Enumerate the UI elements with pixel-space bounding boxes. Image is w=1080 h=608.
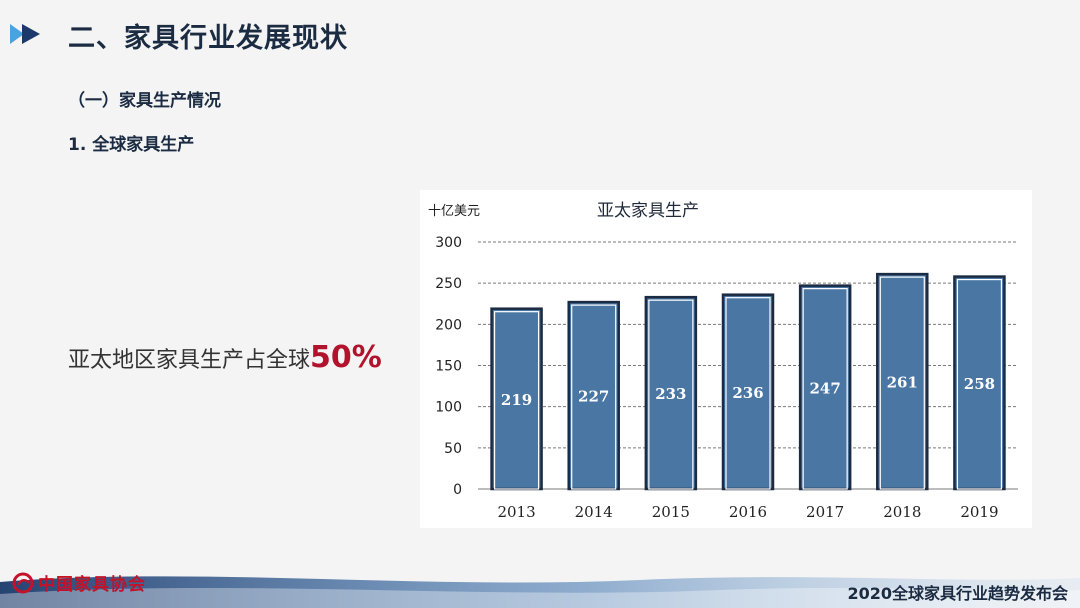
bar-inner-outline: [956, 278, 1003, 490]
x-tick-label: 2019: [960, 503, 998, 521]
page-title: 二、家具行业发展现状: [68, 23, 348, 54]
bar: [567, 300, 620, 491]
y-tick-label: 100: [435, 400, 462, 416]
bar-value-label: 261: [887, 374, 918, 392]
bar: [721, 293, 775, 491]
y-tick-label: 0: [453, 482, 462, 498]
x-tick-label: 2015: [652, 503, 690, 521]
bar-inner-outline: [725, 297, 771, 490]
x-tick-label: 2016: [729, 503, 767, 521]
bar-chart: 十亿美元 亚太家具生产 219 227 233 236 247 261 258 0 50 100…: [428, 201, 1018, 521]
association-logo-icon: [12, 572, 34, 593]
y-tick-label: 300: [435, 235, 462, 251]
statement-highlight: 50%: [310, 340, 382, 375]
section-heading: （一）家具生产情况: [68, 91, 221, 111]
x-tick-label: 2013: [497, 503, 535, 521]
bar: [798, 284, 852, 491]
bar: [644, 295, 698, 491]
y-tick-label: 150: [435, 359, 462, 375]
bar-value-label: 236: [732, 384, 763, 402]
bar-value-label: 233: [655, 385, 686, 403]
subsection-heading: 1. 全球家具生产: [68, 135, 195, 155]
title-arrow-icon: [10, 24, 40, 44]
bar-chart-panel: 十亿美元 亚太家具生产 219 227 233 236 247 261 258 0 50 100…: [420, 190, 1032, 528]
y-tick-label: 200: [435, 317, 462, 333]
bar: [876, 272, 929, 491]
event-name: 2020全球家具行业趋势发布会: [847, 584, 1068, 603]
footer-wave-decoration: [0, 576, 1080, 608]
footer-logo: 中国家具协会: [12, 570, 146, 595]
bar-inner-outline: [879, 276, 925, 490]
bar-inner-outline: [571, 304, 617, 490]
y-tick-label: 250: [435, 276, 462, 292]
chart-unit-label: 十亿美元: [428, 204, 480, 219]
key-statement: 亚太地区家具生产占全球50%: [68, 340, 382, 375]
logo-text: 中国家具协会: [38, 575, 146, 595]
bar-inner-outline: [648, 299, 694, 490]
bar-value-label: 258: [964, 375, 995, 393]
x-tick-label: 2014: [575, 503, 613, 521]
statement-text: 亚太地区家具生产占全球: [68, 348, 311, 373]
y-tick-label: 50: [444, 441, 462, 457]
x-tick-label: 2018: [883, 503, 921, 521]
bar-value-label: 247: [809, 379, 840, 397]
bar-inner-outline: [493, 311, 540, 490]
bar-value-label: 219: [501, 391, 532, 409]
bar-inner-outline: [802, 288, 848, 490]
bar-value-label: 227: [578, 388, 609, 406]
x-tick-label: 2017: [806, 503, 844, 521]
chart-title: 亚太家具生产: [597, 201, 699, 221]
